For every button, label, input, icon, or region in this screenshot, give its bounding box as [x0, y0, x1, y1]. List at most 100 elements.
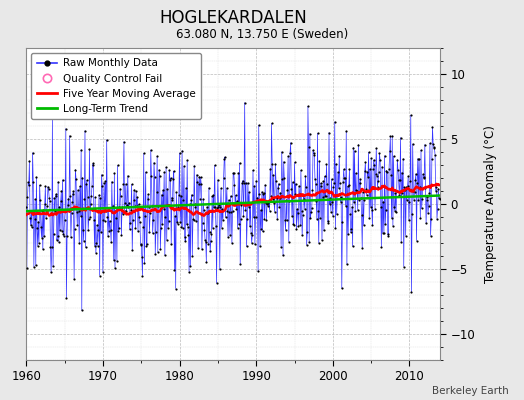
Point — [372, 170, 380, 177]
Point — [314, 207, 322, 214]
Point — [144, 191, 152, 198]
Point — [297, 208, 305, 214]
Point — [58, 228, 66, 234]
Point — [153, 153, 161, 160]
Point — [351, 148, 359, 154]
Point — [83, 194, 92, 200]
Point — [261, 182, 269, 188]
Point — [128, 247, 136, 254]
Point — [354, 141, 363, 148]
Point — [71, 166, 80, 173]
Point — [82, 181, 91, 187]
Point — [325, 129, 333, 136]
Point — [158, 220, 167, 227]
Point — [60, 217, 69, 223]
Point — [177, 224, 185, 230]
Point — [244, 204, 253, 210]
Point — [86, 201, 95, 208]
Point — [318, 237, 326, 244]
Point — [435, 196, 444, 202]
Point — [149, 216, 158, 223]
Point — [80, 196, 89, 203]
Point — [383, 169, 391, 175]
Point — [141, 169, 150, 175]
Point — [60, 233, 68, 239]
Point — [264, 203, 272, 209]
Point — [197, 181, 205, 187]
Point — [278, 176, 287, 182]
Point — [63, 202, 72, 208]
Point — [372, 145, 380, 152]
Point — [410, 197, 418, 203]
Point — [384, 231, 392, 238]
Point — [24, 179, 32, 186]
Point — [232, 206, 241, 212]
Point — [350, 199, 358, 205]
Point — [422, 193, 431, 200]
Point — [290, 159, 299, 166]
Point — [114, 227, 123, 234]
Point — [239, 213, 248, 219]
Point — [405, 199, 413, 206]
Point — [62, 126, 70, 132]
Point — [403, 197, 411, 203]
Point — [433, 206, 442, 212]
Point — [183, 224, 192, 230]
Point — [157, 224, 165, 231]
Point — [397, 239, 406, 245]
Point — [74, 187, 82, 193]
Point — [124, 204, 133, 210]
Point — [122, 181, 130, 187]
Point — [375, 169, 383, 175]
Point — [139, 224, 147, 230]
Point — [220, 156, 228, 162]
Point — [63, 233, 71, 240]
Point — [273, 216, 281, 222]
Point — [124, 172, 132, 179]
Point — [148, 203, 156, 210]
Point — [118, 211, 127, 217]
Point — [160, 169, 168, 176]
Point — [103, 136, 111, 143]
Point — [208, 231, 216, 238]
Point — [58, 176, 67, 183]
Point — [162, 237, 171, 243]
Point — [387, 172, 395, 178]
Point — [250, 183, 258, 189]
Point — [112, 215, 120, 222]
Point — [230, 170, 238, 176]
Point — [49, 231, 58, 237]
Point — [48, 115, 57, 122]
Point — [147, 147, 155, 153]
Point — [429, 140, 438, 147]
Point — [235, 221, 243, 228]
Text: Berkeley Earth: Berkeley Earth — [432, 386, 508, 396]
Point — [424, 203, 433, 209]
Point — [358, 245, 366, 251]
Point — [311, 181, 320, 187]
Point — [216, 204, 225, 211]
Point — [106, 218, 114, 224]
Point — [229, 170, 237, 176]
Point — [204, 240, 212, 247]
Point — [150, 159, 158, 166]
Point — [238, 178, 247, 184]
Point — [407, 289, 416, 296]
Point — [91, 194, 100, 200]
Point — [92, 250, 100, 256]
Point — [281, 227, 290, 233]
Point — [289, 221, 298, 228]
Point — [29, 179, 37, 185]
Point — [152, 189, 161, 196]
Point — [315, 158, 324, 165]
Point — [363, 192, 371, 198]
Point — [241, 206, 249, 213]
Point — [304, 144, 313, 150]
Point — [338, 218, 346, 225]
Point — [55, 204, 63, 210]
Point — [136, 242, 145, 248]
Point — [307, 215, 315, 221]
Point — [334, 185, 343, 191]
Point — [319, 193, 327, 200]
Point — [116, 186, 124, 192]
